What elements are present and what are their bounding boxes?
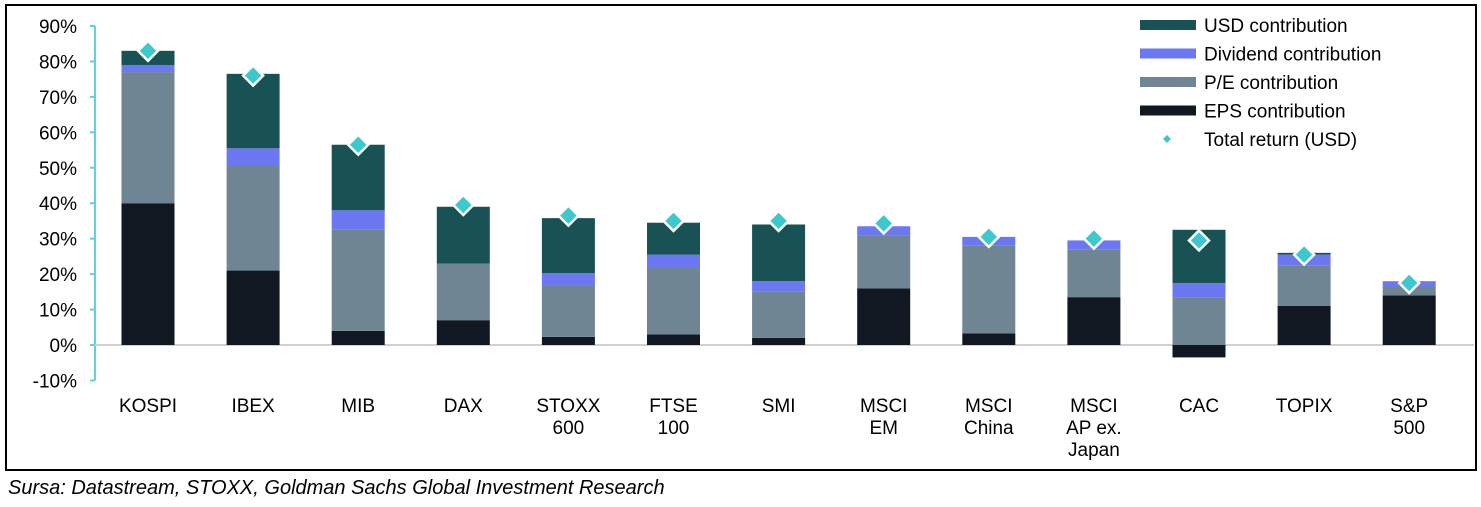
- legend-swatch: [1140, 20, 1196, 30]
- legend-swatch: [1140, 105, 1196, 116]
- x-tick-label: 100: [658, 418, 690, 439]
- bar-segment-p-e-contribution: [857, 235, 911, 289]
- total-return-marker: [766, 209, 791, 233]
- x-tick-label: SMI: [762, 396, 796, 417]
- bar-segment-eps-contribution: [962, 333, 1016, 345]
- bar-segment-p-e-contribution: [752, 291, 806, 338]
- y-tick-label: 90%: [39, 17, 77, 38]
- bar-segment-dividend-contribution: [647, 254, 700, 268]
- bar-segment-p-e-contribution: [1172, 297, 1226, 345]
- total-return-marker: [451, 193, 476, 217]
- bar-segment-eps-contribution: [647, 334, 700, 345]
- bar-segment-p-e-contribution: [962, 245, 1016, 334]
- y-tick-label: 30%: [39, 230, 77, 251]
- total-return-marker: [661, 209, 686, 233]
- bar-segment-dividend-contribution: [121, 64, 175, 73]
- bar-segment-eps-contribution: [1277, 306, 1331, 345]
- legend-marker-total-return: [1163, 135, 1171, 143]
- total-return-marker: [1187, 228, 1211, 253]
- bar-segment-p-e-contribution: [331, 229, 385, 331]
- bar-segment-eps-contribution: [1067, 297, 1121, 345]
- bar-segment-dividend-contribution: [752, 281, 806, 292]
- total-return-marker: [1292, 242, 1316, 267]
- total-return-marker: [346, 132, 370, 157]
- x-tick-label: 500: [1393, 418, 1425, 439]
- bar-segment-dividend-contribution: [541, 273, 595, 286]
- legend-swatch: [1140, 48, 1196, 59]
- y-tick-label: 0%: [50, 336, 78, 357]
- x-tick-label: STOXX: [536, 396, 600, 417]
- y-tick-label: 70%: [39, 88, 77, 109]
- total-return-marker: [871, 211, 896, 236]
- chart-frame: [5, 4, 1477, 471]
- x-tick-label: AP ex.: [1066, 418, 1122, 439]
- bar-segment-p-e-contribution: [541, 285, 595, 337]
- bar-segment-eps-contribution: [331, 330, 385, 345]
- total-return-marker: [556, 203, 581, 228]
- total-return-marker: [1397, 271, 1421, 295]
- x-tick-label: S&P: [1390, 396, 1428, 417]
- bar-segment-p-e-contribution: [121, 72, 175, 204]
- bar-segment-eps-contribution: [1172, 345, 1226, 358]
- bar-segment-eps-contribution: [541, 336, 595, 345]
- legend-label: EPS contribution: [1204, 102, 1346, 123]
- x-tick-label: IBEX: [231, 396, 275, 417]
- legend-label: Dividend contribution: [1204, 45, 1381, 66]
- bar-segment-eps-contribution: [436, 320, 490, 345]
- y-tick-label: -10%: [33, 371, 77, 392]
- total-return-marker: [136, 39, 160, 63]
- legend-swatch: [1140, 77, 1196, 87]
- bar-segment-eps-contribution: [752, 337, 806, 345]
- y-tick-label: 20%: [39, 265, 77, 286]
- x-tick-label: MSCI: [965, 396, 1013, 417]
- bar-segment-usd-contribution: [752, 224, 806, 282]
- legend-label: P/E contribution: [1204, 73, 1338, 94]
- x-tick-label: Japan: [1068, 440, 1120, 461]
- y-tick-label: 80%: [39, 52, 77, 73]
- bar-segment-p-e-contribution: [1277, 265, 1331, 307]
- x-tick-label: MIB: [341, 396, 375, 417]
- bar-segment-dividend-contribution: [1172, 282, 1226, 298]
- x-tick-label: 600: [553, 418, 585, 439]
- legend-label: USD contribution: [1204, 16, 1348, 37]
- bar-segment-eps-contribution: [226, 270, 280, 345]
- x-tick-label: China: [964, 418, 1014, 439]
- y-tick-label: 10%: [39, 301, 77, 322]
- bar-segment-eps-contribution: [857, 288, 911, 345]
- x-tick-label: KOSPI: [119, 396, 177, 417]
- bar-segment-p-e-contribution: [436, 263, 490, 321]
- x-tick-label: MSCI: [1070, 396, 1118, 417]
- total-return-marker: [241, 63, 265, 88]
- y-tick-label: 40%: [39, 194, 77, 215]
- x-tick-label: CAC: [1179, 396, 1219, 417]
- x-tick-label: FTSE: [649, 396, 698, 417]
- bar-segment-eps-contribution: [1382, 295, 1436, 345]
- total-return-marker: [977, 225, 1001, 249]
- bar-segment-dividend-contribution: [331, 210, 385, 230]
- y-tick-label: 50%: [39, 159, 77, 180]
- y-tick-label: 60%: [39, 123, 77, 144]
- bar-segment-p-e-contribution: [226, 166, 280, 271]
- source-note: Sursa: Datastream, STOXX, Goldman Sachs …: [8, 477, 665, 499]
- bar-segment-p-e-contribution: [1067, 249, 1121, 298]
- stacked-bar-chart: 90% 80% 70% 60% 50% 40% 30% 20% 10% 0% -10% KOSPI IB…: [33, 16, 1474, 461]
- x-tick-label: MSCI: [860, 396, 908, 417]
- legend-label: Total return (USD): [1204, 130, 1357, 151]
- x-tick-label: EM: [869, 418, 898, 439]
- x-tick-label: DAX: [444, 396, 483, 417]
- bar-segment-eps-contribution: [121, 203, 175, 345]
- x-tick-label: TOPIX: [1276, 396, 1333, 417]
- bar-segment-dividend-contribution: [226, 148, 280, 167]
- total-return-marker: [1082, 226, 1106, 251]
- bar-segment-p-e-contribution: [647, 267, 700, 335]
